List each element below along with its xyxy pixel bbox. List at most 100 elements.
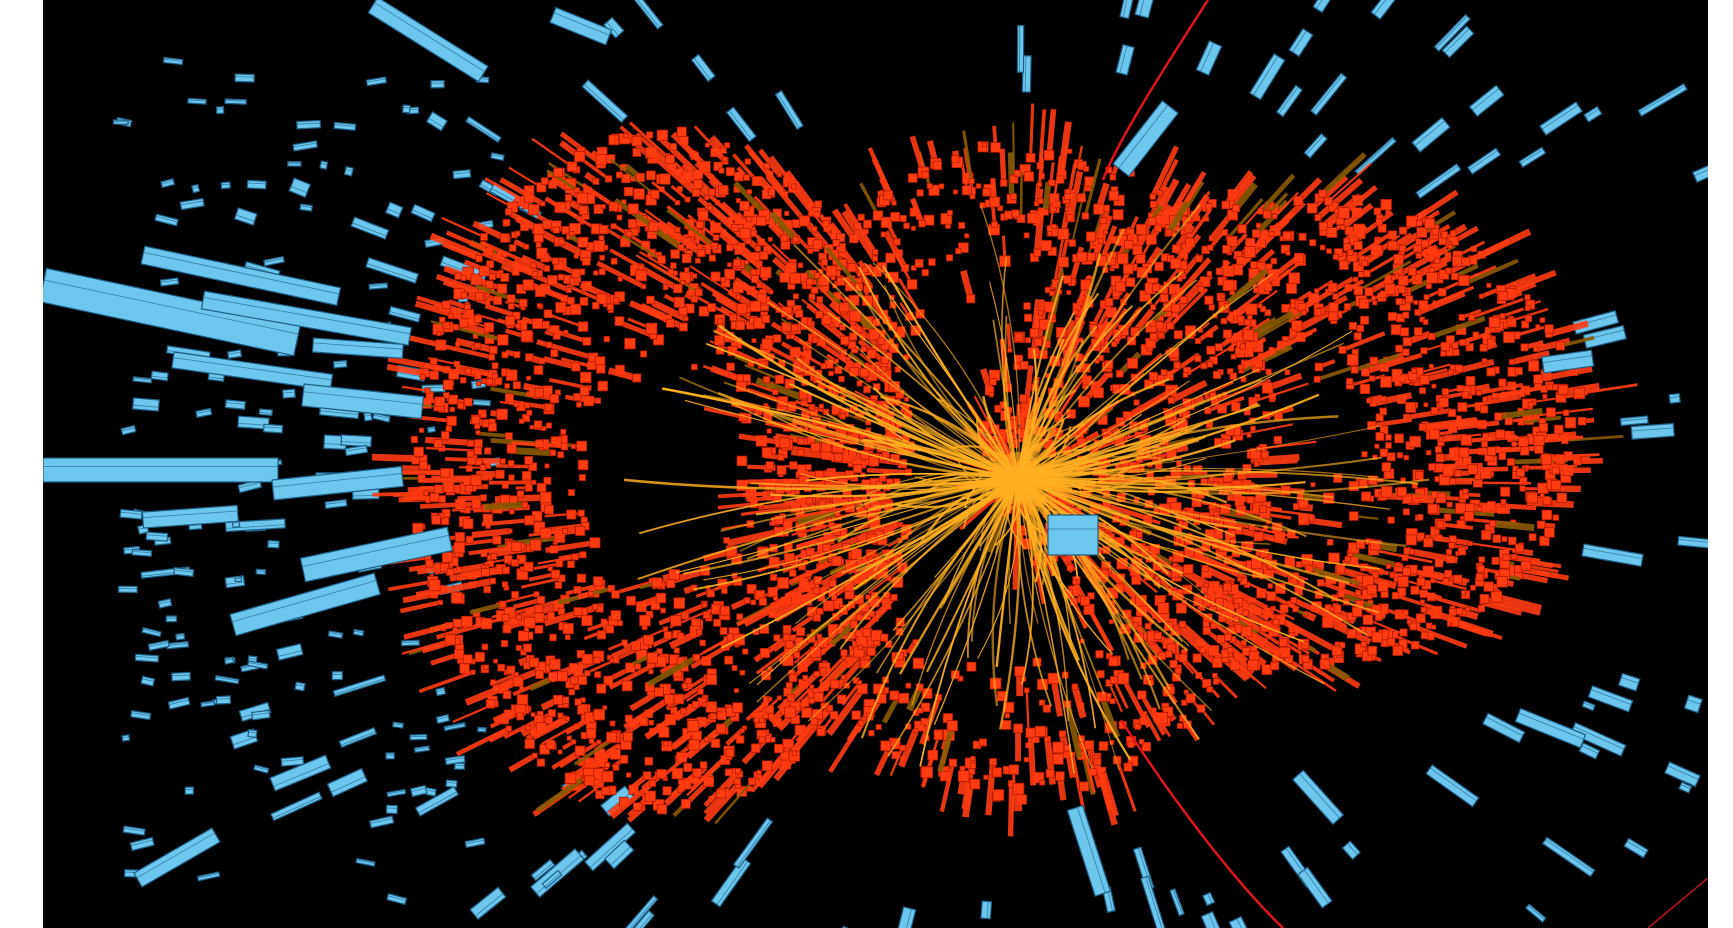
calorimeter-cell — [1298, 514, 1310, 526]
muon-chamber-block — [620, 894, 659, 928]
muon-chamber-block — [1637, 83, 1688, 117]
calorimeter-cell — [1393, 254, 1404, 265]
calorimeter-cell — [1358, 298, 1370, 309]
calorimeter-cell — [1327, 282, 1338, 293]
calorimeter-tower — [416, 564, 446, 575]
calorimeter-cell — [1411, 368, 1417, 374]
calorimeter-cell — [964, 233, 970, 239]
calorimeter-cell — [617, 276, 623, 282]
calorimeter-tower — [418, 670, 474, 694]
muon-chamber-block — [233, 207, 258, 226]
calorimeter-cell — [544, 403, 553, 412]
calorimeter-cell — [756, 282, 763, 289]
calorimeter-cell — [1434, 257, 1441, 265]
muon-chamber-block — [269, 754, 332, 792]
calorimeter-cell — [626, 595, 636, 606]
calorimeter-cell — [745, 237, 752, 245]
calorimeter-cell — [592, 178, 600, 185]
calorimeter-cell — [555, 560, 563, 568]
muon-chamber-block — [280, 756, 305, 767]
calorimeter-cell — [786, 694, 795, 702]
calorimeter-tower — [1357, 260, 1412, 292]
calorimeter-tower — [616, 580, 654, 595]
muon-chamber-block — [234, 73, 255, 83]
calorimeter-cell — [1148, 371, 1158, 381]
calorimeter-tower — [1494, 384, 1549, 399]
calorimeter-cell — [466, 450, 475, 458]
muon-chamber-block — [200, 700, 216, 708]
muon-chamber-block — [1169, 888, 1185, 917]
calorimeter-cell — [731, 224, 739, 232]
calorimeter-cell — [643, 634, 654, 646]
calorimeter-cell — [1150, 304, 1157, 311]
calorimeter-cell — [523, 244, 530, 250]
calorimeter-cell — [577, 675, 588, 686]
calorimeter-cell — [1402, 494, 1413, 504]
muon-chamber-block — [1140, 875, 1167, 928]
calorimeter-cell — [1324, 196, 1333, 206]
calorimeter-cell — [739, 728, 745, 734]
calorimeter-tower — [1158, 158, 1179, 195]
calorimeter-cell — [1314, 288, 1320, 294]
calorimeter-cell — [724, 768, 733, 777]
calorimeter-cell — [1212, 657, 1223, 668]
muon-chamber-block — [258, 408, 273, 417]
calorimeter-cell — [1479, 343, 1488, 352]
muon-chamber-block — [1525, 903, 1547, 923]
calorimeter-tower — [1237, 423, 1294, 437]
calorimeter-cell — [1157, 190, 1164, 197]
calorimeter-tower — [1288, 658, 1337, 692]
calorimeter-cell — [1465, 606, 1471, 612]
calorimeter-cell — [767, 236, 773, 242]
muon-chamber-block — [121, 734, 131, 742]
calorimeter-cell — [767, 696, 773, 702]
calorimeter-tower — [689, 751, 732, 792]
calorimeter-cell — [1023, 757, 1029, 763]
calorimeter-cell — [1416, 513, 1424, 521]
calorimeter-cell — [610, 610, 621, 621]
calorimeter-cell — [849, 332, 858, 341]
muon-chamber-block — [343, 165, 354, 177]
calorimeter-cell — [1080, 279, 1092, 291]
calorimeter-cell — [431, 515, 441, 525]
calorimeter-cell — [536, 595, 546, 605]
calorimeter-tower — [1112, 679, 1129, 709]
calorimeter-cell — [1447, 369, 1454, 376]
calorimeter-cell — [508, 474, 515, 481]
muon-chamber-block — [1370, 0, 1411, 21]
calorimeter-cell — [1424, 218, 1435, 229]
calorimeter-cell — [704, 195, 710, 201]
calorimeter-cell — [851, 710, 861, 720]
calorimeter-cell — [474, 651, 485, 663]
muon-chamber-block — [413, 745, 431, 754]
calorimeter-cell — [621, 173, 631, 184]
calorimeter-cell — [648, 779, 657, 787]
calorimeter-cell — [991, 767, 1002, 778]
calorimeter-cell — [412, 522, 424, 534]
calorimeter-cell — [493, 295, 503, 305]
calorimeter-cell — [1213, 678, 1220, 685]
calorimeter-cell — [1454, 469, 1462, 477]
calorimeter-cell — [1534, 444, 1544, 454]
calorimeter-cell — [1300, 309, 1307, 316]
calorimeter-cell — [1158, 332, 1165, 339]
calorimeter-cell — [549, 633, 557, 642]
muon-chamber-block — [187, 97, 207, 105]
calorimeter-cell — [849, 310, 862, 323]
calorimeter-tower — [1235, 229, 1280, 272]
calorimeter-cell — [921, 268, 929, 277]
calorimeter-cell — [483, 585, 491, 594]
muon-chamber-block — [275, 643, 304, 661]
calorimeter-tower — [1316, 177, 1364, 220]
muon-chamber-block — [340, 434, 372, 448]
event-display-viewer — [43, 0, 1708, 928]
calorimeter-tower — [1481, 599, 1523, 616]
calorimeter-cell — [1255, 222, 1262, 229]
calorimeter-tower — [808, 297, 844, 329]
calorimeter-cell — [1230, 353, 1237, 360]
calorimeter-cell — [1208, 304, 1215, 311]
calorimeter-cell — [1270, 257, 1278, 265]
muon-chamber-block — [426, 426, 436, 434]
calorimeter-cell — [428, 579, 441, 592]
calorimeter-cell — [578, 474, 586, 482]
